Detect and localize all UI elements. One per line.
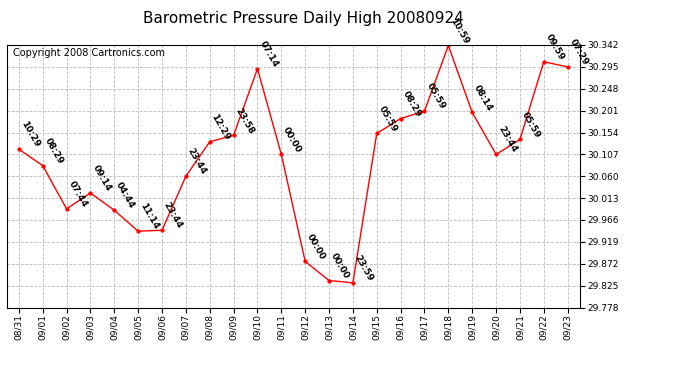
Text: Copyright 2008 Cartronics.com: Copyright 2008 Cartronics.com [12, 48, 165, 58]
Text: 05:59: 05:59 [520, 110, 542, 140]
Text: 10:59: 10:59 [448, 16, 471, 45]
Text: 00:00: 00:00 [305, 232, 327, 261]
Text: 00:00: 00:00 [329, 252, 351, 280]
Text: 07:29: 07:29 [568, 38, 590, 67]
Text: 07:14: 07:14 [257, 39, 279, 69]
Text: 23:59: 23:59 [353, 254, 375, 283]
Text: 07:44: 07:44 [66, 179, 89, 209]
Text: 09:14: 09:14 [90, 164, 112, 193]
Text: 23:44: 23:44 [186, 147, 208, 176]
Text: 10:29: 10:29 [19, 120, 41, 149]
Text: 05:59: 05:59 [377, 104, 399, 134]
Text: 23:58: 23:58 [234, 106, 256, 135]
Text: Barometric Pressure Daily High 20080924: Barometric Pressure Daily High 20080924 [144, 11, 464, 26]
Text: 05:59: 05:59 [424, 82, 446, 111]
Text: 04:44: 04:44 [115, 181, 137, 210]
Text: 09:59: 09:59 [544, 32, 566, 62]
Text: 11:14: 11:14 [138, 202, 160, 231]
Text: 00:00: 00:00 [282, 126, 303, 154]
Text: 08:14: 08:14 [472, 83, 494, 112]
Text: 08:29: 08:29 [43, 136, 65, 165]
Text: 12:29: 12:29 [210, 112, 232, 142]
Text: 08:29: 08:29 [401, 89, 423, 118]
Text: 23:44: 23:44 [496, 125, 518, 154]
Text: 23:44: 23:44 [162, 201, 184, 230]
